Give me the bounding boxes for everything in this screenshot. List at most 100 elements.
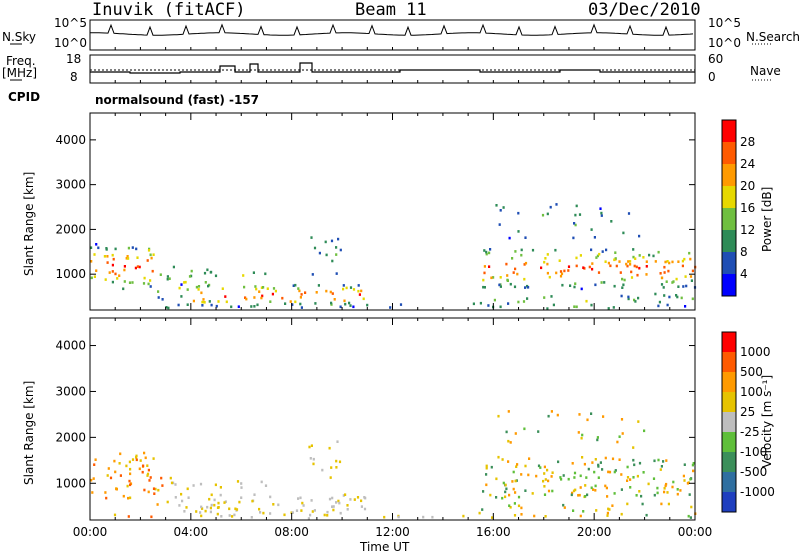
power-ytick-label: 2000: [55, 222, 86, 236]
power-cell: [555, 271, 558, 275]
power-cell: [136, 265, 139, 268]
power-cell: [111, 253, 114, 257]
power-cell: [313, 246, 317, 250]
power-cell: [684, 305, 687, 308]
power-cell: [625, 262, 628, 266]
power-cell: [623, 278, 626, 282]
velocity-cell: [544, 478, 547, 481]
velocity-cell: [143, 488, 146, 492]
nave-label: Nave: [750, 64, 781, 78]
velocity-cell: [323, 513, 326, 517]
power-cell: [574, 223, 577, 227]
power-cell: [298, 289, 301, 293]
velocity-cell: [560, 478, 563, 481]
velocity-cell: [508, 493, 511, 497]
power-cell: [489, 248, 492, 251]
velocity-cell: [219, 486, 222, 489]
velocity-cell: [299, 496, 302, 500]
velocity-colorbar-tick: 1000: [740, 345, 771, 359]
power-cell: [260, 286, 263, 289]
power-cell: [304, 291, 307, 294]
power-cell: [93, 275, 96, 278]
nave-tick-high: 60: [708, 52, 724, 66]
velocity-cell: [511, 480, 514, 483]
power-cell: [299, 296, 302, 299]
velocity-cell: [507, 439, 510, 443]
power-cell: [331, 292, 334, 295]
velocity-cell: [604, 456, 607, 460]
power-cell: [114, 247, 117, 251]
velocity-cell: [653, 493, 656, 497]
velocity-ytick-label: 2000: [55, 430, 86, 444]
power-cell: [360, 289, 363, 293]
power-cell: [505, 262, 508, 266]
power-cell: [550, 295, 553, 298]
velocity-cell: [491, 516, 494, 519]
velocity-cell: [200, 514, 203, 518]
power-cell: [333, 298, 336, 301]
velocity-cell: [528, 457, 531, 460]
power-cell: [289, 300, 292, 303]
power-cell: [552, 303, 555, 307]
velocity-cell: [481, 508, 484, 511]
power-cell: [506, 274, 509, 277]
power-cell: [399, 303, 403, 306]
velocity-cell: [139, 459, 142, 462]
time-tick-label: 04:00: [174, 525, 209, 539]
velocity-cell: [250, 516, 253, 519]
velocity-colorbar-segment: [722, 432, 736, 452]
velocity-cell: [512, 487, 515, 491]
power-cell: [294, 283, 297, 287]
velocity-cell: [332, 505, 335, 508]
velocity-cell: [147, 490, 150, 494]
velocity-cell: [692, 469, 695, 473]
power-ytick-label: 4000: [55, 133, 86, 147]
power-cell: [136, 256, 139, 259]
velocity-cell: [213, 498, 216, 502]
velocity-ytick-label: 4000: [55, 339, 86, 353]
power-cell: [597, 271, 601, 274]
power-cell: [595, 256, 598, 259]
velocity-cell: [620, 488, 623, 491]
velocity-cell: [290, 511, 293, 514]
velocity-cell: [328, 446, 331, 450]
velocity-cell: [509, 441, 512, 444]
power-cell: [591, 267, 594, 271]
velocity-cell: [543, 485, 546, 488]
power-cell: [335, 253, 338, 256]
velocity-cell: [537, 464, 541, 468]
power-cell: [629, 263, 632, 266]
velocity-cell: [308, 445, 311, 449]
power-cell: [663, 294, 666, 297]
nave-tick-low: 0: [708, 70, 716, 84]
power-cell: [633, 298, 636, 302]
power-cell: [493, 298, 496, 302]
power-cell: [488, 265, 491, 268]
power-cell: [607, 307, 610, 310]
power-cell: [262, 286, 265, 289]
velocity-cell: [129, 483, 132, 487]
velocity-cell: [90, 478, 93, 482]
power-cell: [511, 257, 514, 260]
velocity-cell: [128, 460, 131, 464]
velocity-cell: [647, 482, 650, 486]
velocity-cell: [567, 477, 570, 481]
power-cell: [483, 265, 486, 268]
power-cell: [272, 287, 276, 290]
velocity-cell: [692, 462, 695, 465]
velocity-cell: [577, 431, 580, 434]
velocity-cell: [217, 501, 220, 505]
velocity-cell: [601, 468, 604, 471]
power-ytick-label: 1000: [55, 267, 86, 281]
power-cell: [112, 257, 115, 261]
velocity-cell: [240, 486, 243, 489]
velocity-cell: [662, 460, 665, 463]
velocity-cell: [312, 457, 315, 461]
velocity-cell: [514, 479, 517, 483]
power-cell: [614, 257, 617, 260]
velocity-cell: [153, 492, 156, 495]
power-cell: [642, 256, 645, 259]
velocity-cell: [637, 420, 640, 423]
velocity-cell: [332, 508, 335, 512]
velocity-cell: [618, 458, 621, 461]
